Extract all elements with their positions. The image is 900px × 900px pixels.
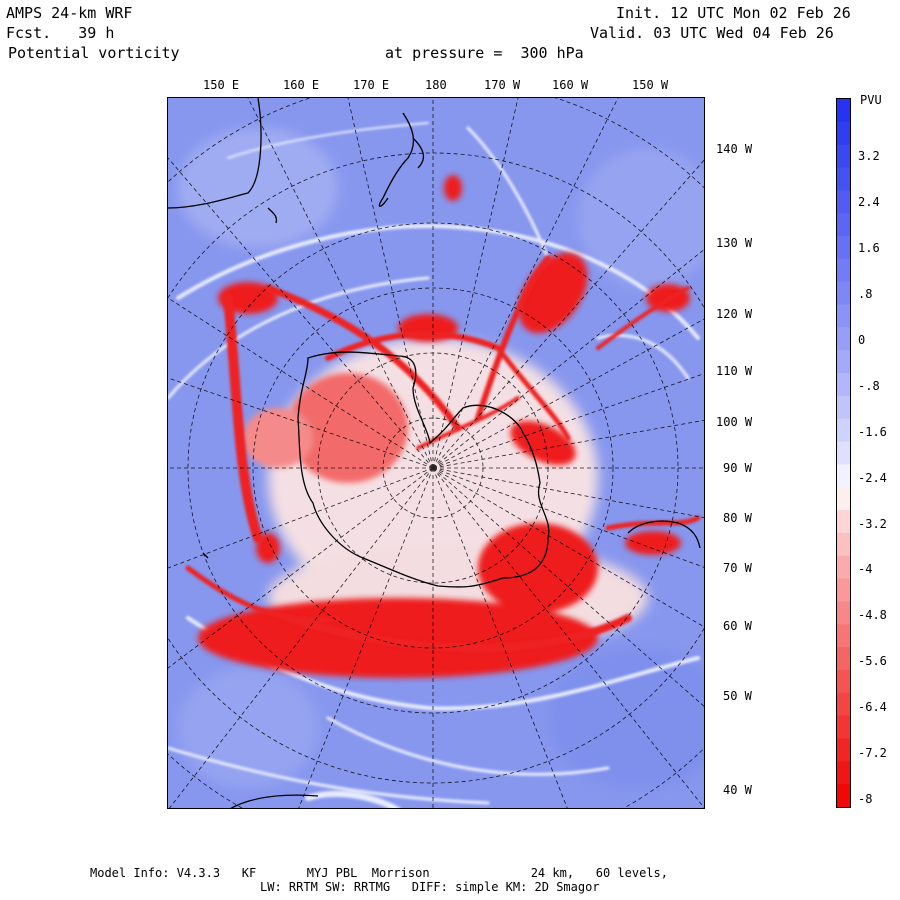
- lon-label-right: 40 W: [723, 783, 752, 797]
- colorbar-label: -3.2: [858, 517, 887, 531]
- model-info-line1: Model Info: V4.3.3 KF MYJ PBL Morrison 2…: [90, 866, 668, 880]
- model-title: AMPS 24-km WRF: [6, 4, 133, 22]
- colorbar-swatch: [837, 532, 850, 557]
- colorbar-label: 1.6: [858, 241, 880, 255]
- colorbar-swatch: [837, 350, 850, 374]
- colorbar-swatch: [837, 99, 850, 123]
- colorbar-swatch: [837, 784, 850, 807]
- colorbar-swatch: [837, 510, 850, 534]
- colorbar-swatch: [837, 487, 850, 511]
- colorbar-swatch: [837, 441, 850, 466]
- colorbar-swatch: [837, 373, 850, 397]
- colorbar-label: .8: [858, 287, 873, 301]
- colorbar-swatch: [837, 327, 850, 351]
- colorbar-swatch: [837, 281, 850, 306]
- colorbar: [836, 98, 851, 808]
- colorbar-swatch: [837, 464, 850, 488]
- colorbar-swatch: [837, 647, 850, 671]
- colorbar-swatch: [837, 669, 850, 694]
- colorbar-swatches: [837, 99, 850, 807]
- field-name: Potential vorticity: [8, 44, 180, 62]
- colorbar-swatch: [837, 692, 850, 717]
- lon-label-top: 170 W: [484, 78, 521, 92]
- valid-time: Valid. 03 UTC Wed 04 Feb 26: [590, 24, 834, 42]
- lon-label-right: 70 W: [723, 561, 752, 575]
- colorbar-swatch: [837, 190, 850, 214]
- colorbar-swatch: [837, 258, 850, 283]
- lon-label-right: 50 W: [723, 689, 752, 703]
- colorbar-swatch: [837, 167, 850, 191]
- colorbar-label: -8: [858, 792, 873, 806]
- lon-label-right: 140 W: [716, 142, 753, 156]
- colorbar-swatch: [837, 395, 850, 420]
- lon-label-right: 90 W: [723, 461, 752, 475]
- colorbar-swatch: [837, 715, 850, 740]
- colorbar-swatch: [837, 624, 850, 648]
- init-time: Init. 12 UTC Mon 02 Feb 26: [616, 4, 851, 22]
- lon-label-top: 150 E: [203, 78, 240, 92]
- colorbar-label: -7.2: [858, 746, 887, 760]
- lon-label-top: 180: [425, 78, 447, 92]
- colorbar-swatch: [837, 236, 850, 260]
- colorbar-label: 0: [858, 333, 866, 347]
- lon-label-top: 170 E: [353, 78, 390, 92]
- lon-label-right: 110 W: [716, 364, 753, 378]
- colorbar-swatch: [837, 601, 850, 625]
- lon-label-right: 60 W: [723, 619, 752, 633]
- colorbar-swatch: [837, 121, 850, 146]
- lon-label-right: 80 W: [723, 511, 752, 525]
- colorbar-label: -1.6: [858, 425, 887, 439]
- colorbar-label: -4: [858, 562, 873, 576]
- colorbar-swatch: [837, 144, 850, 169]
- colorbar-swatch: [837, 761, 850, 785]
- colorbar-swatch: [837, 738, 850, 762]
- colorbar-swatch: [837, 418, 850, 443]
- colorbar-swatch: [837, 304, 850, 328]
- lon-label-right: 120 W: [716, 307, 753, 321]
- model-info-line2: LW: RRTM SW: RRTMG DIFF: simple KM: 2D S…: [260, 880, 600, 894]
- lon-label-top: 160 W: [552, 78, 589, 92]
- colorbar-swatch: [837, 213, 850, 237]
- colorbar-label: 3.2: [858, 149, 880, 163]
- colorbar-label: 2.4: [858, 195, 880, 209]
- colorbar-label: -4.8: [858, 608, 887, 622]
- lon-label-right: 100 W: [716, 415, 753, 429]
- pv-field: [168, 98, 704, 808]
- colorbar-label: -.8: [858, 379, 880, 393]
- colorbar-swatch: [837, 578, 850, 603]
- pressure-level: at pressure = 300 hPa: [385, 44, 584, 62]
- lon-label-right: 130 W: [716, 236, 753, 250]
- forecast-hour: Fcst. 39 h: [6, 24, 115, 42]
- lon-label-top: 160 E: [283, 78, 320, 92]
- lon-label-top: 150 W: [632, 78, 669, 92]
- colorbar-label: -2.4: [858, 471, 887, 485]
- pv-map: [167, 97, 705, 809]
- colorbar-label: -5.6: [858, 654, 887, 668]
- colorbar-swatch: [837, 555, 850, 580]
- colorbar-unit: PVU: [860, 93, 882, 107]
- colorbar-label: -6.4: [858, 700, 887, 714]
